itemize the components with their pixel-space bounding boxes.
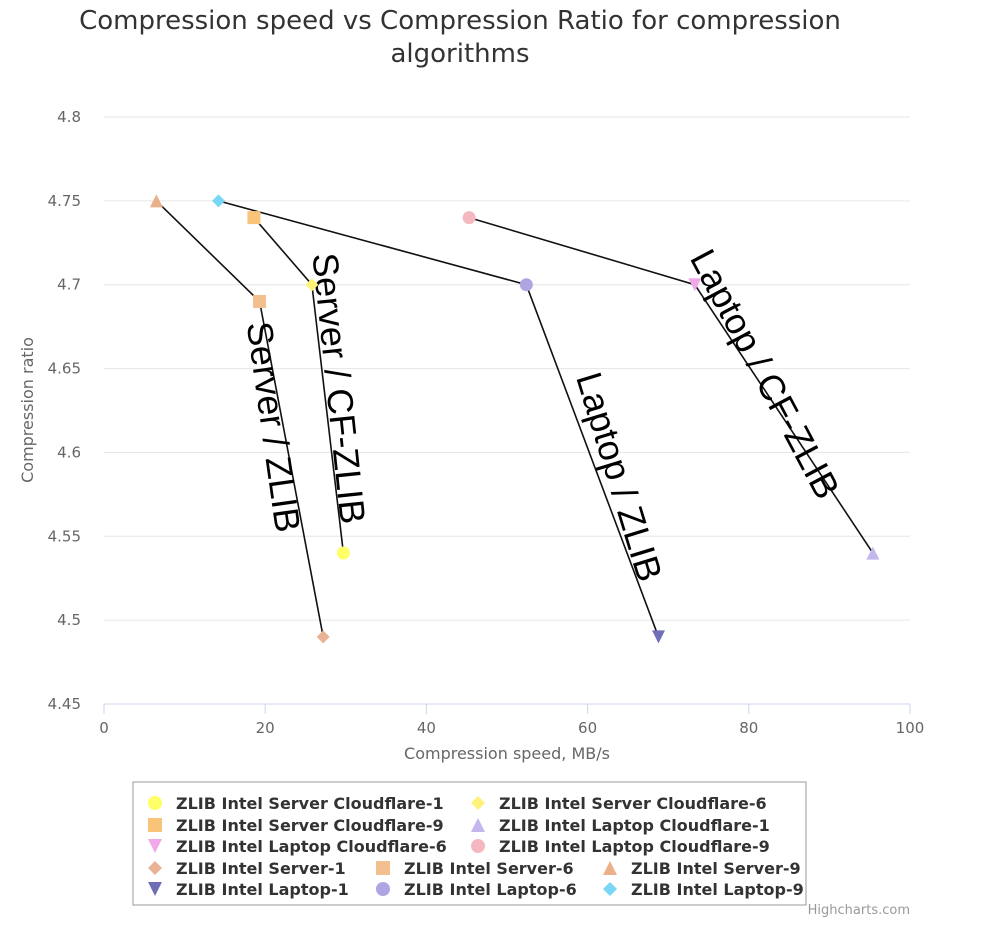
annotation-line	[155, 200, 324, 638]
y-tick-label: 4.5	[57, 611, 81, 629]
point-zlib-intel-laptop-1	[652, 630, 665, 644]
point-zlib-intel-laptop-9	[212, 194, 225, 208]
legend-item-zlib-intel-server-6[interactable]: ZLIB Intel Server-6	[404, 859, 574, 878]
y-axis-label: Compression ratio	[18, 337, 37, 483]
point-zlib-intel-server-cloudflare-1	[336, 546, 350, 560]
x-tick-label: 20	[256, 719, 275, 737]
legend-marker-zlib-intel-laptop-1	[148, 882, 162, 896]
legend-marker-zlib-intel-laptop-6	[376, 882, 390, 896]
legend-item-zlib-intel-laptop-1[interactable]: ZLIB Intel Laptop-1	[176, 880, 349, 899]
x-tick-label: 0	[99, 719, 109, 737]
x-tick-label: 80	[739, 719, 758, 737]
legend: ZLIB Intel Server Cloudflare-1 ZLIB Intel…	[132, 781, 807, 906]
annotation-server-zlib: Server / ZLIB	[239, 319, 309, 535]
point-zlib-intel-server-cloudflare-9	[247, 211, 261, 225]
y-tick-label: 4.65	[48, 360, 81, 378]
legend-item-zlib-intel-laptop-cloudflare-1[interactable]: ZLIB Intel Laptop Cloudflare-1	[499, 816, 770, 835]
point-zlib-intel-server-6	[253, 294, 267, 308]
point-zlib-intel-laptop-6	[519, 278, 533, 292]
legend-marker-zlib-intel-server-9	[603, 861, 617, 875]
legend-item-zlib-intel-server-cloudflare-6[interactable]: ZLIB Intel Server Cloudflare-6	[499, 794, 767, 813]
legend-item-zlib-intel-server-1[interactable]: ZLIB Intel Server-1	[176, 859, 346, 878]
point-zlib-intel-laptop-cloudflare-9	[462, 211, 476, 225]
y-tick-label: 4.7	[57, 276, 81, 294]
data-points	[149, 194, 880, 644]
legend-marker-zlib-intel-laptop-cloudflare-1	[471, 818, 485, 832]
credits[interactable]: Highcharts.com	[808, 903, 910, 918]
legend-marker-zlib-intel-laptop-cloudflare-9	[471, 839, 485, 853]
x-tick-label: 40	[417, 719, 436, 737]
x-axis-label: Compression speed, MB/s	[404, 744, 610, 763]
point-zlib-intel-laptop-cloudflare-6	[688, 278, 702, 292]
legend-marker-zlib-intel-server-6	[376, 861, 390, 875]
legend-marker-zlib-intel-laptop-cloudflare-6	[148, 839, 162, 853]
legend-item-zlib-intel-server-9[interactable]: ZLIB Intel Server-9	[631, 859, 801, 878]
legend-item-zlib-intel-laptop-6[interactable]: ZLIB Intel Laptop-6	[404, 880, 577, 899]
legend-item-zlib-intel-laptop-cloudflare-6[interactable]: ZLIB Intel Laptop Cloudflare-6	[176, 837, 447, 856]
annotation-laptop-cf-zlib: Laptop / CF-ZLIB	[682, 242, 848, 505]
legend-item-zlib-intel-laptop-cloudflare-9[interactable]: ZLIB Intel Laptop Cloudflare-9	[499, 837, 770, 856]
legend-box	[132, 781, 807, 906]
chart-title-line-2: algorithms	[390, 39, 529, 69]
gridlines	[103, 116, 911, 714]
y-tick-label: 4.45	[48, 695, 81, 713]
point-zlib-intel-server-1	[316, 630, 330, 644]
y-tick-label: 4.6	[57, 443, 81, 461]
chart-title-line-1: Compression speed vs Compression Ratio f…	[79, 6, 841, 36]
tick-labels: 4.45 4.5 4.55 4.6 4.65 4.7 4.75 4.8 0 20 40 60 80 100	[48, 108, 925, 737]
x-tick-label: 100	[896, 719, 925, 737]
point-zlib-intel-laptop-cloudflare-1	[866, 546, 880, 560]
legend-marker-zlib-intel-laptop-9	[603, 882, 617, 896]
legend-marker-zlib-intel-server-cloudflare-9	[148, 818, 162, 832]
y-tick-label: 4.8	[57, 108, 81, 126]
annotation-laptop-zlib: Laptop / ZLIB	[568, 367, 670, 586]
annotation-server-cf-zlib: Server / CF-ZLIB	[304, 251, 373, 526]
x-tick-label: 60	[578, 719, 597, 737]
point-zlib-intel-server-9	[149, 194, 163, 208]
legend-marker-zlib-intel-server-cloudflare-6	[471, 796, 485, 810]
legend-marker-zlib-intel-server-1	[148, 861, 162, 875]
legend-item-zlib-intel-server-cloudflare-9[interactable]: ZLIB Intel Server Cloudflare-9	[176, 816, 444, 835]
legend-marker-zlib-intel-server-cloudflare-1	[148, 796, 162, 810]
legend-item-zlib-intel-laptop-9[interactable]: ZLIB Intel Laptop-9	[631, 880, 804, 899]
point-zlib-intel-server-cloudflare-6	[305, 278, 319, 292]
y-tick-label: 4.55	[48, 527, 81, 545]
legend-item-zlib-intel-server-cloudflare-1[interactable]: ZLIB Intel Server Cloudflare-1	[176, 794, 444, 813]
y-tick-label: 4.75	[48, 192, 81, 210]
